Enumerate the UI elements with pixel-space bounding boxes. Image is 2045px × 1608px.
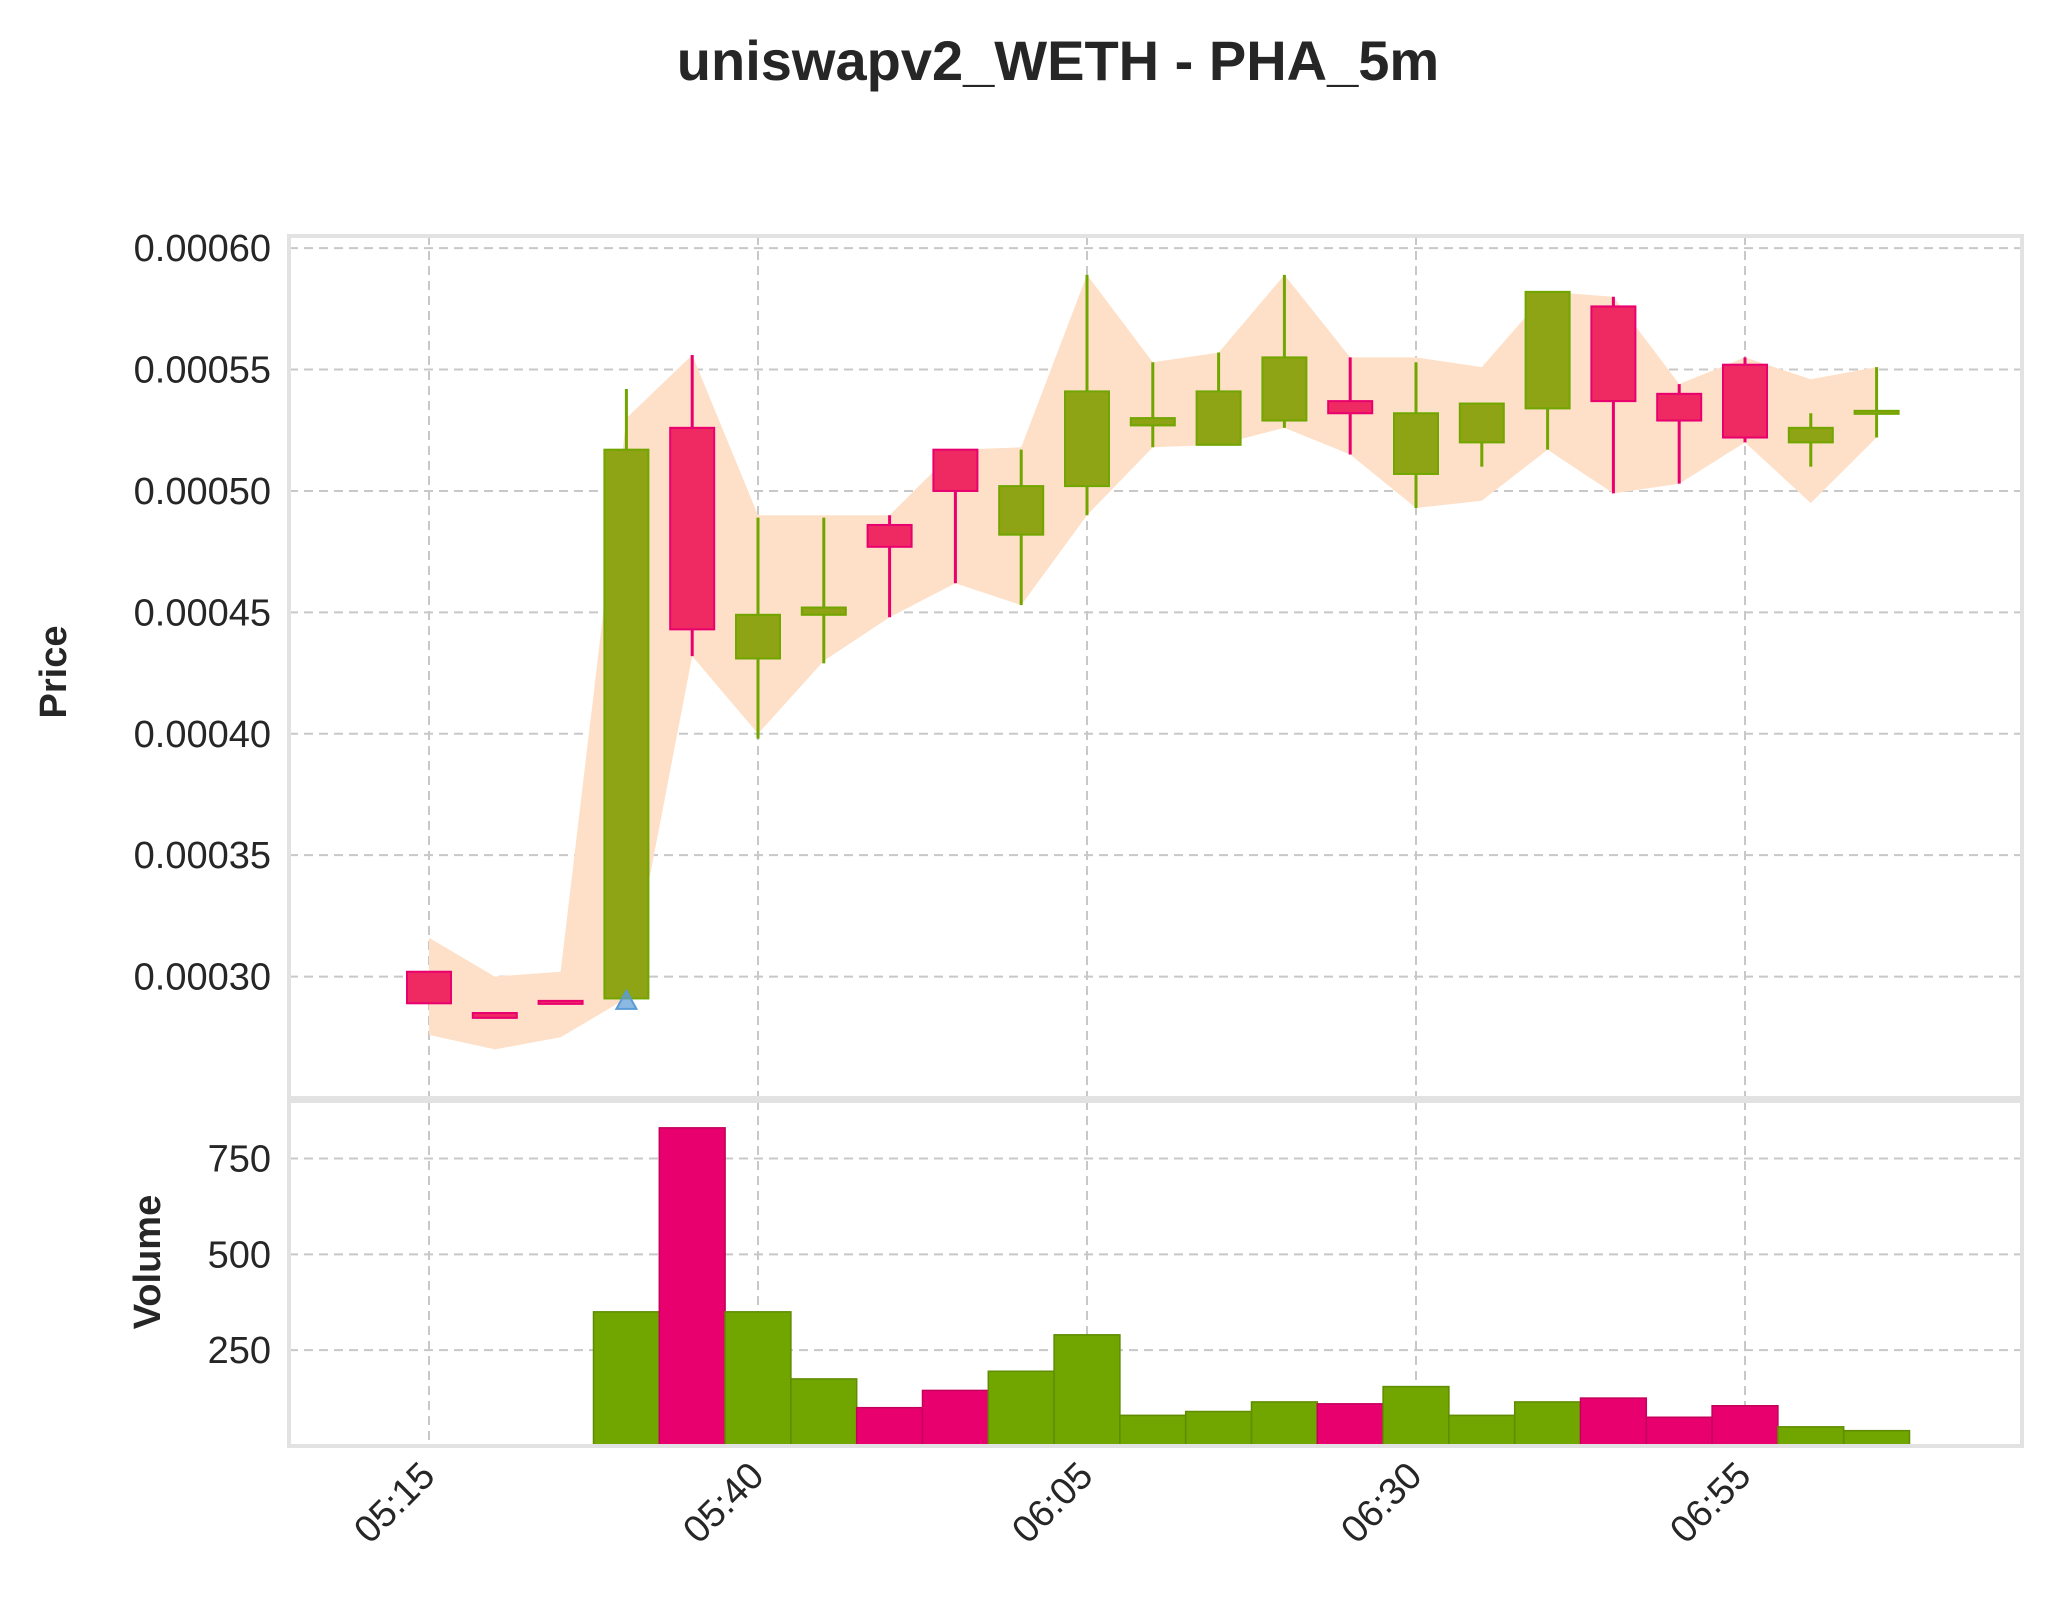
candle-body <box>866 523 913 548</box>
buy-marker <box>614 988 639 1010</box>
volume-bar <box>1053 1334 1121 1447</box>
price-panel-frame <box>287 234 2024 1100</box>
volume-bar <box>1250 1401 1319 1447</box>
candle-body <box>603 448 650 1000</box>
volume-tick-label: 500 <box>208 1234 271 1276</box>
volume-bar <box>987 1370 1055 1447</box>
volume-bar <box>1448 1414 1516 1447</box>
candle-body <box>1129 417 1176 427</box>
candle-body <box>1722 363 1768 439</box>
candle-body <box>1327 400 1374 415</box>
candle-body <box>1393 412 1439 475</box>
volume-panel-frame <box>287 1099 2024 1448</box>
x-tick-label: 06:30 <box>1333 1455 1430 1552</box>
volume-tick-labels: 250 500 750 <box>208 1139 271 1373</box>
price-tick-label: 0.00040 <box>134 714 271 756</box>
x-tick-label: 06:55 <box>1662 1455 1759 1552</box>
candle-body <box>537 999 584 1005</box>
volume-bar <box>1711 1405 1779 1447</box>
volume-bar <box>1513 1401 1582 1447</box>
candle-body <box>669 426 716 631</box>
candle-body <box>1261 356 1308 422</box>
volume-bar <box>855 1406 924 1447</box>
price-tick-labels: 0.00030 0.00035 0.00040 0.00045 0.00050 0.000… <box>134 228 271 998</box>
buy-markers <box>614 988 639 1010</box>
candle-body <box>1590 305 1637 403</box>
candles <box>406 274 1900 1019</box>
candle-body <box>1853 409 1900 415</box>
volume-bar <box>724 1311 792 1447</box>
candle-body <box>1656 392 1703 422</box>
volume-bar <box>921 1389 990 1447</box>
x-tick-label: 06:05 <box>1004 1455 1101 1552</box>
volume-bar <box>658 1127 726 1447</box>
candle-body <box>471 1012 518 1019</box>
price-tick-label: 0.00030 <box>134 957 271 999</box>
volume-bar <box>1645 1416 1713 1447</box>
volume-bar <box>592 1311 661 1447</box>
price-tick-label: 0.00035 <box>134 835 271 877</box>
price-tick-label: 0.00050 <box>134 471 271 513</box>
candle-body <box>1064 390 1110 488</box>
volume-bar <box>790 1378 858 1447</box>
volume-bars <box>592 1127 1911 1447</box>
candle-body <box>1195 390 1242 446</box>
x-tick-labels: 05:15 05:40 06:05 06:30 06:55 <box>346 1455 1759 1552</box>
price-tick-label: 0.00055 <box>134 350 271 392</box>
volume-panel: 250 500 750 Volume <box>127 1099 2024 1448</box>
candle-body <box>406 970 452 1005</box>
candle-body <box>800 606 847 616</box>
volume-grid <box>289 1101 2022 1446</box>
x-tick-label: 05:40 <box>675 1455 772 1552</box>
volume-axis-label: Volume <box>127 1195 169 1329</box>
candle-body <box>998 485 1045 536</box>
chart-title: uniswapv2_WETH - PHA_5m <box>677 29 1439 92</box>
price-panel: 0.00030 0.00035 0.00040 0.00045 0.00050 0.000… <box>33 228 2024 1100</box>
volume-bar <box>1579 1397 1648 1447</box>
price-axis-label: Price <box>33 626 75 719</box>
x-tick-label: 05:15 <box>346 1455 443 1552</box>
candle-body <box>1787 426 1834 444</box>
volume-bar <box>1777 1426 1845 1447</box>
volume-bar <box>1842 1429 1911 1447</box>
volume-bar <box>1119 1414 1187 1447</box>
volume-bar <box>1382 1385 1450 1447</box>
volume-tick-label: 750 <box>208 1139 271 1181</box>
volume-bar <box>1316 1403 1384 1447</box>
price-tick-label: 0.00045 <box>134 592 271 634</box>
price-band <box>429 274 1877 1050</box>
candle-body <box>1524 290 1571 410</box>
candle-body <box>1458 402 1505 444</box>
candle-body <box>932 448 979 492</box>
candle-body <box>735 613 781 660</box>
price-tick-label: 0.00060 <box>134 228 271 270</box>
volume-tick-label: 250 <box>208 1330 271 1372</box>
volume-bar <box>1184 1410 1253 1447</box>
